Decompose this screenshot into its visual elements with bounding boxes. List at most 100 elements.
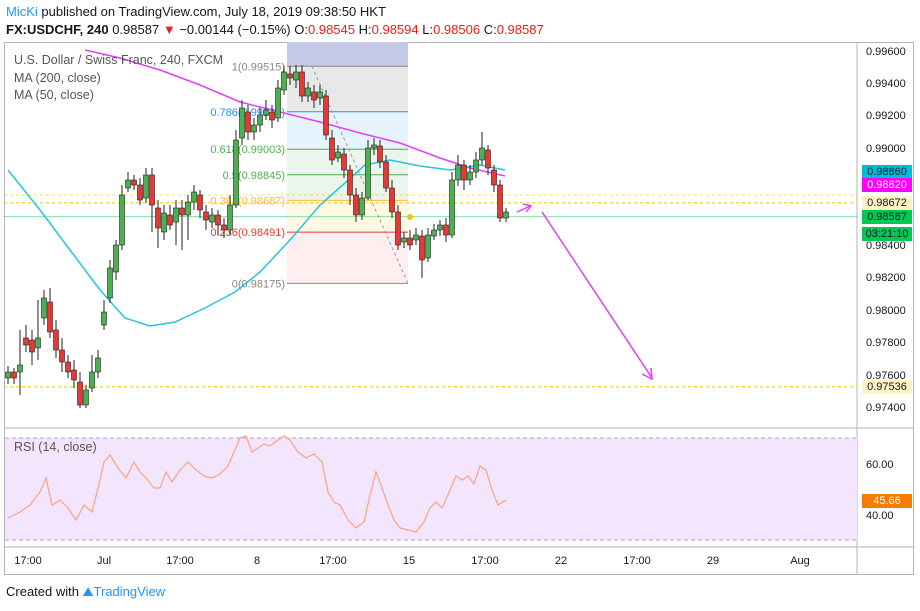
candle-body [125, 179, 131, 189]
candle-body [413, 234, 419, 241]
author-name[interactable]: MicKi [6, 4, 38, 19]
candle-body [191, 191, 197, 203]
price-tick-label: 0.99000 [866, 142, 906, 155]
candle-body [17, 364, 23, 373]
candle-body [455, 164, 461, 181]
time-tick-label: 17:00 [319, 555, 347, 567]
candle-body [443, 224, 449, 236]
candle-body [65, 361, 71, 373]
candle-body [431, 229, 437, 237]
low-value: 0.98506 [433, 22, 481, 37]
last-price: 0.98587 [112, 22, 160, 37]
rsi-legend[interactable]: RSI (14, close) [14, 440, 97, 454]
time-tick-label: 22 [554, 555, 568, 567]
candle-body [263, 109, 269, 116]
price-tick-label: 0.97600 [866, 369, 906, 382]
ma200-legend[interactable]: MA (200, close) [14, 71, 101, 85]
candle-body [119, 194, 125, 246]
candle-body [53, 329, 59, 351]
candle-body [497, 184, 503, 219]
candle-body [371, 144, 377, 149]
rsi-band [5, 438, 857, 540]
close-value: 0.98587 [496, 22, 544, 37]
candle-body [395, 211, 401, 246]
candle-body [221, 224, 227, 231]
candle-body [23, 337, 29, 346]
time-tick-label: 15 [402, 555, 416, 567]
down-arrow-icon: ▼ [162, 22, 176, 37]
price-tick-label: 0.99600 [866, 45, 906, 58]
publish-text: published on TradingView.com, July 18, 2… [41, 4, 386, 19]
close-label: C: [483, 22, 497, 37]
created-with: Created with [6, 584, 79, 599]
price-tick-label: 0.99400 [866, 77, 906, 90]
candle-body [131, 179, 137, 186]
time-tick-label: Aug [790, 555, 810, 567]
candle-body [101, 311, 107, 326]
high-label: H: [358, 22, 372, 37]
rsi-tick-label: 40.00 [866, 510, 894, 522]
time-tick-label: 29 [706, 555, 720, 567]
candle-body [383, 161, 389, 189]
price-tick-label: 0.97800 [866, 337, 906, 350]
candle-body [329, 137, 335, 161]
price-tick-label: 0.97400 [866, 401, 906, 414]
candle-body [485, 149, 491, 169]
projection-arrowhead-long [641, 367, 653, 381]
low-label: L: [422, 22, 434, 37]
candle-body [281, 71, 287, 91]
candle-body [47, 301, 53, 333]
candle-body [299, 71, 305, 97]
candle-body [365, 147, 371, 199]
time-tick-label: 17:00 [166, 555, 194, 567]
chart-frame [4, 42, 914, 575]
candle-body [59, 349, 65, 363]
candle-body [35, 337, 41, 349]
candle-body [473, 159, 479, 173]
open-label: O: [294, 22, 308, 37]
time-tick-label: 8 [253, 555, 261, 567]
candle-body [155, 207, 161, 229]
candle-body [203, 211, 209, 221]
candle-body [311, 91, 317, 101]
candle-body [11, 371, 17, 379]
rsi-value-label: 45.66 [862, 494, 912, 508]
candle-body [323, 95, 329, 136]
candle-body [389, 187, 395, 213]
candle-body [335, 151, 341, 159]
candle-body [5, 371, 11, 379]
candle-body [41, 297, 47, 319]
candle-body [83, 389, 89, 406]
candle-body [29, 339, 35, 353]
candle-body [347, 169, 353, 196]
candle-body [341, 153, 347, 171]
candle-body [179, 207, 185, 216]
ma50-price-label: 0.98860 [862, 165, 912, 180]
candle-body [293, 71, 299, 81]
candle-body [77, 381, 83, 406]
high-value: 0.98594 [371, 22, 419, 37]
candle-body [167, 214, 173, 226]
price-tick-label: 0.98000 [866, 304, 906, 317]
candle-body [137, 184, 143, 201]
fib-zone [287, 66, 408, 112]
candle-body [71, 369, 77, 381]
fib-level-label: 0.5(0.98845) [223, 170, 285, 182]
chart-header: MicKi published on TradingView.com, July… [0, 0, 920, 40]
fib-level-label: 0.382(0.98687) [210, 195, 285, 207]
tradingview-brand[interactable]: TradingView [93, 584, 166, 599]
candle-body [353, 194, 359, 216]
candle-body [269, 111, 275, 121]
candle-body [437, 224, 443, 231]
time-tick-label: 17:00 [14, 555, 42, 567]
candle-body [467, 171, 473, 181]
tradingview-logo-icon[interactable]: ⛰ [82, 584, 94, 599]
projection-arrow-short [516, 205, 531, 213]
fib-level-label: 0.618(0.99003) [210, 144, 285, 156]
ma50-legend[interactable]: MA (50, close) [14, 88, 94, 102]
candle-body [287, 73, 293, 79]
alert-dot [407, 214, 413, 220]
resistance-price-label: 0.98672 [862, 195, 912, 210]
ma200-price-label: 0.98820 [862, 178, 912, 193]
